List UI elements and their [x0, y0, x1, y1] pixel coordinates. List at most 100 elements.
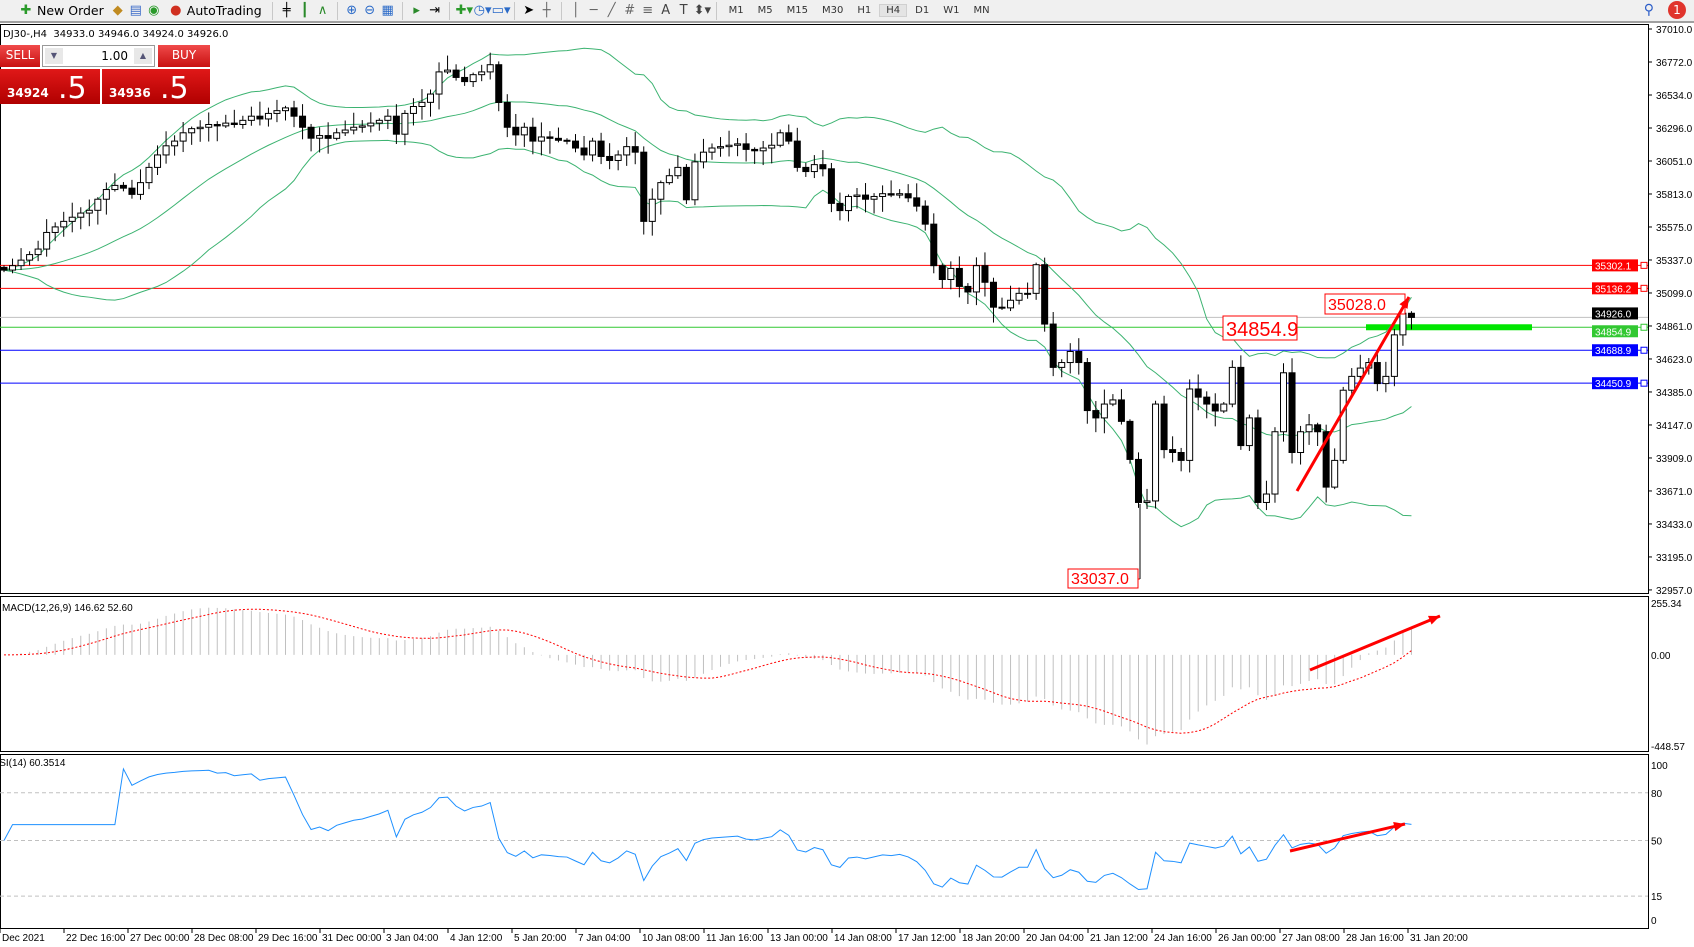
- candle-bear: [904, 193, 912, 199]
- fibonacci-icon[interactable]: ≡: [642, 2, 654, 18]
- equidistant-channel-icon[interactable]: #: [624, 2, 636, 18]
- line-chart-icon[interactable]: ∧: [317, 2, 328, 18]
- market-watch-icon[interactable]: ▤: [129, 2, 142, 18]
- candle-bear: [307, 126, 315, 139]
- text-label-icon[interactable]: T: [679, 2, 688, 18]
- candle-bull: [896, 193, 904, 196]
- price-axis-label: 35575.0: [1656, 223, 1693, 234]
- lot-size-input[interactable]: ▼ 1.00 ▲: [42, 45, 155, 67]
- metaeditor-icon[interactable]: ◆: [112, 2, 123, 18]
- candle-bull: [810, 164, 818, 173]
- candle-bear: [981, 265, 989, 283]
- low-price-label: 33037.0: [1071, 571, 1129, 588]
- candle-bull: [972, 265, 980, 293]
- new-order-icon: ✚: [20, 2, 32, 18]
- time-axis-label: Dec 2021: [2, 933, 45, 944]
- candle-bear: [742, 143, 750, 150]
- level-price-tag: [1592, 344, 1638, 357]
- candle-bull: [1331, 459, 1339, 488]
- indicators-icon[interactable]: ✚▾: [455, 2, 474, 18]
- candle-bull: [1356, 367, 1364, 377]
- level-price-label: 34450.9: [1595, 379, 1632, 390]
- search-icon[interactable]: ⚲: [1643, 2, 1654, 18]
- tile-icon[interactable]: ▦: [381, 2, 394, 18]
- timeframe-mn[interactable]: MN: [973, 5, 990, 16]
- sell-price-button[interactable]: 34924 .5: [0, 69, 100, 106]
- horizontal-line-icon[interactable]: ─: [589, 2, 598, 18]
- buy-price-button[interactable]: 34936 .5: [102, 69, 210, 106]
- timeframe-h4[interactable]: H4: [879, 4, 908, 17]
- candle-bear: [921, 205, 929, 225]
- level-price-label: 35136.2: [1595, 284, 1632, 295]
- candle-bear: [1117, 399, 1125, 422]
- rsi-trend-arrow-head: [1393, 821, 1405, 832]
- separator: [715, 1, 717, 20]
- candle-bull: [375, 119, 383, 124]
- zoom-out-icon[interactable]: ⊖: [364, 2, 376, 18]
- level-price-label: 34854.9: [1595, 327, 1632, 338]
- candle-bull: [1186, 388, 1194, 461]
- rsi-trend-arrow: [1289, 822, 1406, 853]
- arrows-icon[interactable]: ⬍▾: [693, 2, 712, 18]
- text-icon[interactable]: A: [661, 2, 671, 18]
- timeframe-m30[interactable]: M30: [822, 5, 844, 16]
- autotrading-button[interactable]: ● AutoTrading: [164, 1, 266, 21]
- candle-bull: [171, 140, 179, 147]
- candle-bear: [1177, 452, 1185, 461]
- price-axis-label: 37010.0: [1656, 25, 1693, 36]
- cursor-icon[interactable]: ➤: [523, 2, 535, 18]
- level-handle: [1640, 323, 1648, 331]
- candle-bear: [1314, 424, 1322, 433]
- timeframe-w1[interactable]: W1: [943, 5, 960, 16]
- sell-button[interactable]: SELL: [0, 45, 40, 67]
- candle-bull: [179, 132, 187, 142]
- signals-icon[interactable]: ◉: [148, 2, 160, 18]
- timeframe-m1[interactable]: M1: [728, 5, 744, 16]
- candle-bull: [657, 182, 665, 200]
- candle-bull: [444, 69, 452, 73]
- time-axis-label: 18 Jan 20:00: [962, 933, 1020, 944]
- price-axis-label: 35337.0: [1656, 256, 1693, 267]
- price-axis-label: 36534.0: [1656, 91, 1693, 102]
- chart-canvas[interactable]: 37010.0 36772.0 36534.0 36296.0 36051.0 35813…: [0, 24, 1694, 947]
- rsi-axis-label: 0: [1651, 916, 1657, 927]
- autoscroll-icon[interactable]: ▸: [413, 2, 420, 18]
- candle-bear: [1049, 323, 1057, 368]
- trendline-icon[interactable]: ╱: [607, 2, 616, 18]
- zoom-in-icon[interactable]: ⊕: [346, 2, 358, 18]
- macd-panel-frame: [0, 596, 1649, 752]
- candle-bear: [392, 115, 400, 135]
- candle-bull: [247, 115, 255, 121]
- timeframe-m5[interactable]: M5: [757, 5, 773, 16]
- notifications-badge[interactable]: 1: [1668, 1, 1686, 19]
- timeframe-h1[interactable]: H1: [857, 5, 872, 16]
- candle-bear: [230, 122, 238, 125]
- lot-decrease-icon[interactable]: ▼: [45, 48, 63, 64]
- new-order-button[interactable]: ✚ New Order: [14, 1, 108, 21]
- candle-bull: [1143, 500, 1151, 503]
- candle-bull: [418, 101, 426, 108]
- timeframe-d1[interactable]: D1: [915, 5, 930, 16]
- price-axis-label: 33671.0: [1656, 487, 1693, 498]
- crosshair-icon[interactable]: ┼: [542, 2, 551, 18]
- vertical-line-icon[interactable]: │: [571, 2, 580, 18]
- chart-shift-icon[interactable]: ⇥: [429, 2, 441, 18]
- candle-bear: [862, 194, 870, 200]
- periods-icon[interactable]: ◷▾: [473, 2, 492, 18]
- timeframe-m15[interactable]: M15: [786, 5, 809, 16]
- candles-icon[interactable]: ┃: [300, 2, 309, 18]
- candle-bear: [1075, 350, 1083, 364]
- lot-increase-icon[interactable]: ▲: [134, 48, 152, 64]
- candle-bull: [34, 248, 42, 256]
- candle-bear: [495, 64, 503, 103]
- candle-bear: [1322, 431, 1330, 488]
- candle-bull: [111, 184, 119, 191]
- rsi-axis-label: 15: [1651, 892, 1663, 903]
- level-price-label: 35302.1: [1595, 261, 1632, 272]
- buy-button[interactable]: BUY: [158, 45, 210, 67]
- candle-bear: [827, 168, 835, 204]
- separator: [513, 1, 515, 20]
- time-axis-label: 21 Jan 12:00: [1090, 933, 1148, 944]
- bar-chart-icon[interactable]: ╪: [282, 2, 291, 18]
- templates-icon[interactable]: ▭▾: [491, 2, 511, 18]
